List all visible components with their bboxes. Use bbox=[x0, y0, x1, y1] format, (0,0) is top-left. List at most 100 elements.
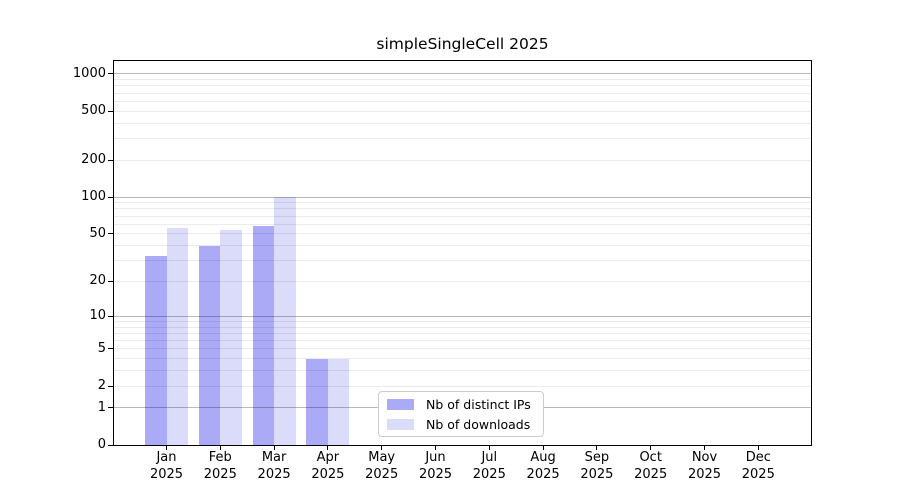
x-label-year: 2025 bbox=[418, 466, 453, 482]
chart-title: simpleSingleCell 2025 bbox=[376, 35, 549, 53]
bar-distinct-ips-Jan bbox=[145, 255, 167, 445]
legend-label-distinct-ips: Nb of distinct IPs bbox=[426, 396, 531, 412]
x-tick-mark bbox=[757, 446, 759, 450]
legend-swatch-downloads bbox=[387, 418, 414, 430]
x-label-month: Sep bbox=[584, 450, 610, 465]
x-tick-mark bbox=[219, 446, 221, 450]
x-tick-mark bbox=[273, 446, 275, 450]
major-gridline bbox=[114, 73, 811, 75]
x-tick-label: Apr 2025 bbox=[288, 450, 368, 483]
x-tick-label: Jan 2025 bbox=[127, 450, 207, 483]
x-tick-label: Feb 2025 bbox=[180, 450, 260, 483]
minor-gridline bbox=[114, 137, 811, 139]
x-label-month: Jun bbox=[425, 450, 446, 465]
x-label-month: Mar bbox=[261, 450, 287, 465]
y-tick-mark bbox=[108, 73, 113, 75]
y-tick-label: 0 bbox=[97, 437, 106, 452]
x-label-year: 2025 bbox=[687, 466, 722, 482]
x-label-year: 2025 bbox=[634, 466, 668, 482]
minor-gridline bbox=[114, 79, 811, 80]
x-tick-mark bbox=[650, 446, 652, 450]
minor-gridline bbox=[114, 85, 811, 87]
major-gridline bbox=[114, 196, 811, 198]
minor-gridline bbox=[114, 208, 811, 210]
y-tick-mark bbox=[108, 315, 113, 317]
plot-area: Nb of distinct IPs Nb of downloads bbox=[113, 60, 812, 446]
minor-gridline bbox=[114, 215, 811, 217]
x-label-month: Jan bbox=[156, 450, 177, 465]
x-label-year: 2025 bbox=[472, 466, 506, 482]
minor-gridline bbox=[114, 100, 811, 102]
bar-distinct-ips-Mar bbox=[252, 225, 275, 445]
x-label-year: 2025 bbox=[257, 466, 291, 482]
x-label-year: 2025 bbox=[526, 466, 560, 482]
y-tick-label: 5 bbox=[97, 340, 106, 356]
x-tick-label: May 2025 bbox=[342, 450, 422, 483]
x-tick-mark bbox=[381, 446, 383, 450]
y-tick-label: 100 bbox=[81, 189, 106, 205]
bar-distinct-ips-Feb bbox=[198, 245, 221, 445]
y-tick-label: 1 bbox=[97, 399, 106, 415]
minor-gridline bbox=[114, 122, 811, 124]
x-tick-label: Jul 2025 bbox=[449, 450, 529, 483]
x-label-month: Oct bbox=[639, 450, 662, 465]
minor-gridline bbox=[114, 202, 811, 204]
y-tick-mark bbox=[108, 196, 113, 198]
x-label-month: Dec bbox=[745, 450, 771, 465]
x-label-month: Feb bbox=[208, 450, 232, 465]
x-tick-mark bbox=[488, 446, 490, 450]
x-tick-label: Dec 2025 bbox=[718, 450, 798, 483]
legend-item-downloads: Nb of downloads bbox=[379, 416, 543, 433]
legend: Nb of distinct IPs Nb of downloads bbox=[378, 391, 544, 437]
y-tick-label: 50 bbox=[89, 225, 106, 241]
minor-gridline bbox=[114, 159, 811, 161]
y-tick-label: 20 bbox=[89, 273, 106, 289]
legend-swatch-distinct-ips bbox=[387, 398, 414, 410]
x-label-year: 2025 bbox=[741, 466, 775, 482]
y-tick-label: 200 bbox=[81, 152, 106, 168]
y-tick-label: 2 bbox=[97, 378, 106, 393]
y-tick-mark bbox=[108, 348, 113, 350]
x-tick-label: Nov 2025 bbox=[665, 450, 745, 483]
y-tick-mark bbox=[108, 280, 113, 282]
x-tick-mark bbox=[704, 446, 705, 450]
minor-gridline bbox=[114, 92, 811, 94]
bar-downloads-Apr bbox=[327, 358, 350, 445]
y-tick-mark bbox=[108, 385, 113, 387]
x-label-year: 2025 bbox=[311, 466, 345, 482]
x-label-year: 2025 bbox=[149, 466, 184, 482]
minor-gridline bbox=[114, 110, 811, 112]
x-label-year: 2025 bbox=[203, 466, 237, 482]
y-tick-label: 10 bbox=[89, 308, 106, 324]
bar-downloads-Feb bbox=[220, 229, 242, 445]
x-label-month: Jul bbox=[481, 450, 498, 465]
y-tick-mark bbox=[108, 110, 113, 112]
x-label-month: May bbox=[368, 450, 396, 465]
legend-item-distinct-ips: Nb of distinct IPs bbox=[379, 396, 543, 413]
x-tick-mark bbox=[327, 446, 329, 450]
bar-distinct-ips-Apr bbox=[306, 358, 328, 445]
minor-gridline bbox=[114, 223, 811, 225]
x-tick-label: Jun 2025 bbox=[396, 450, 476, 483]
y-tick-mark bbox=[108, 159, 113, 161]
x-label-month: Nov bbox=[691, 450, 718, 465]
y-tick-label: 500 bbox=[81, 103, 106, 118]
x-tick-mark bbox=[166, 446, 167, 450]
x-label-month: Aug bbox=[530, 450, 556, 465]
x-tick-mark bbox=[435, 446, 436, 450]
bar-downloads-Mar bbox=[274, 197, 296, 445]
x-tick-label: Mar 2025 bbox=[234, 450, 314, 483]
legend-label-downloads: Nb of downloads bbox=[426, 416, 531, 432]
x-tick-label: Sep 2025 bbox=[557, 450, 637, 483]
x-tick-mark bbox=[542, 446, 544, 450]
y-tick-mark bbox=[108, 233, 113, 235]
y-tick-mark bbox=[108, 444, 113, 446]
x-tick-label: Aug 2025 bbox=[503, 450, 583, 483]
y-tick-mark bbox=[108, 407, 113, 409]
x-label-year: 2025 bbox=[365, 466, 399, 482]
x-tick-mark bbox=[596, 446, 598, 450]
bar-downloads-Jan bbox=[166, 227, 188, 445]
x-tick-label: Oct 2025 bbox=[611, 450, 691, 483]
x-label-year: 2025 bbox=[580, 466, 614, 482]
